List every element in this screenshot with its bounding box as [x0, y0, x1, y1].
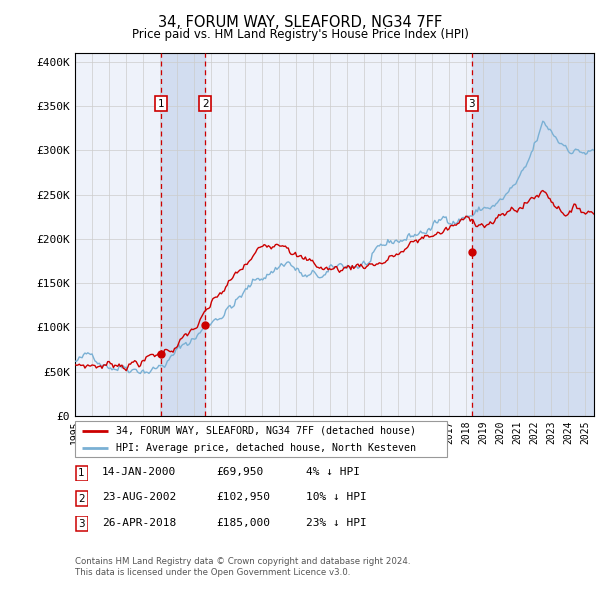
Bar — [161, 53, 205, 416]
Text: 4% ↓ HPI: 4% ↓ HPI — [306, 467, 360, 477]
Text: 3: 3 — [469, 99, 475, 109]
Text: Price paid vs. HM Land Registry's House Price Index (HPI): Price paid vs. HM Land Registry's House … — [131, 28, 469, 41]
Text: 23-AUG-2002: 23-AUG-2002 — [102, 493, 176, 502]
Text: 23% ↓ HPI: 23% ↓ HPI — [306, 518, 367, 527]
Text: 14-JAN-2000: 14-JAN-2000 — [102, 467, 176, 477]
Text: 3: 3 — [78, 519, 85, 529]
Text: 1: 1 — [78, 468, 85, 478]
Text: HPI: Average price, detached house, North Kesteven: HPI: Average price, detached house, Nort… — [116, 443, 416, 453]
Text: £185,000: £185,000 — [216, 518, 270, 527]
Text: 34, FORUM WAY, SLEAFORD, NG34 7FF: 34, FORUM WAY, SLEAFORD, NG34 7FF — [158, 15, 442, 30]
Text: 1: 1 — [157, 99, 164, 109]
Text: This data is licensed under the Open Government Licence v3.0.: This data is licensed under the Open Gov… — [75, 568, 350, 577]
Text: £102,950: £102,950 — [216, 493, 270, 502]
Text: 26-APR-2018: 26-APR-2018 — [102, 518, 176, 527]
Text: 2: 2 — [202, 99, 208, 109]
Text: 10% ↓ HPI: 10% ↓ HPI — [306, 493, 367, 502]
Text: Contains HM Land Registry data © Crown copyright and database right 2024.: Contains HM Land Registry data © Crown c… — [75, 558, 410, 566]
Text: £69,950: £69,950 — [216, 467, 263, 477]
Text: 2: 2 — [78, 494, 85, 503]
Bar — [472, 53, 594, 416]
Text: 34, FORUM WAY, SLEAFORD, NG34 7FF (detached house): 34, FORUM WAY, SLEAFORD, NG34 7FF (detac… — [116, 426, 416, 436]
